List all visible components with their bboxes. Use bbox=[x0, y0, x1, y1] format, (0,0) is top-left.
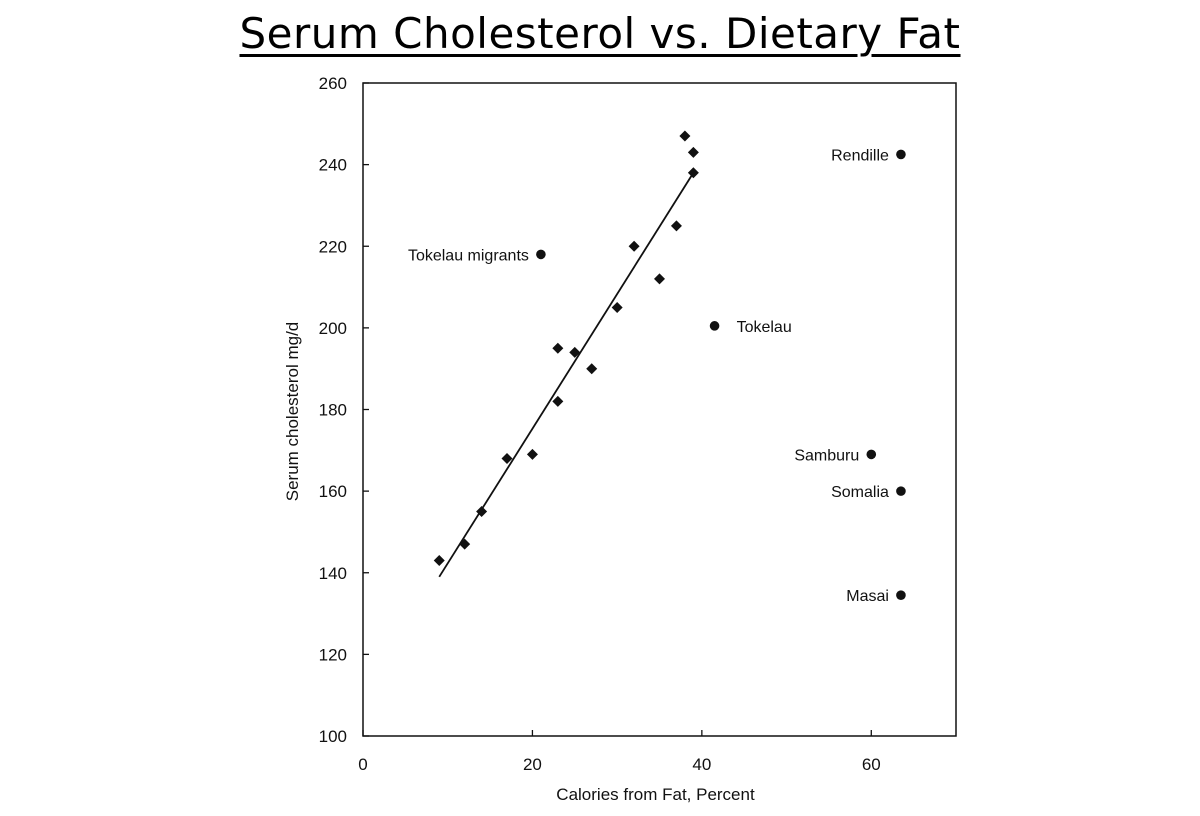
x-tick-label: 20 bbox=[523, 755, 542, 774]
point-label: Tokelau bbox=[737, 319, 792, 336]
point-label: Tokelau migrants bbox=[408, 247, 529, 264]
y-tick-label: 140 bbox=[319, 564, 347, 583]
data-point-diamond bbox=[670, 220, 682, 232]
data-point-diamond bbox=[586, 363, 598, 375]
data-point-diamond bbox=[552, 395, 564, 407]
point-label: Rendille bbox=[831, 147, 889, 164]
data-point-diamond bbox=[654, 273, 665, 285]
y-tick-label: 160 bbox=[319, 482, 347, 501]
data-point-circle bbox=[866, 449, 877, 460]
data-point-diamond bbox=[687, 146, 699, 158]
data-point-diamond bbox=[611, 301, 623, 313]
data-point-diamond bbox=[501, 452, 513, 464]
data-point-circle bbox=[709, 321, 720, 331]
data-point-circle bbox=[896, 590, 906, 600]
x-tick-label: 0 bbox=[358, 755, 367, 774]
y-tick-label: 260 bbox=[319, 74, 347, 93]
trend-line bbox=[438, 172, 695, 578]
data-point-diamond bbox=[552, 342, 564, 354]
page-title: Serum Cholesterol vs. Dietary Fat bbox=[239, 9, 961, 58]
point-label: Somalia bbox=[831, 484, 889, 501]
data-point-diamond bbox=[628, 240, 640, 252]
y-tick-label: 100 bbox=[319, 727, 347, 746]
data-point-diamond bbox=[687, 167, 699, 179]
data-point-circle bbox=[896, 149, 906, 160]
plot-frame bbox=[362, 82, 957, 737]
data-point-diamond bbox=[569, 346, 581, 358]
point-label: Samburu bbox=[794, 447, 859, 464]
data-point-diamond bbox=[526, 448, 538, 460]
data-point-circle bbox=[896, 486, 906, 496]
data-point-circle bbox=[536, 249, 546, 260]
x-axis-label: Calories from Fat, Percent bbox=[556, 785, 755, 804]
y-tick-label: 180 bbox=[319, 401, 347, 420]
data-point-diamond bbox=[433, 555, 445, 567]
y-tick-label: 220 bbox=[319, 237, 347, 256]
y-tick-label: 240 bbox=[319, 156, 347, 175]
x-tick-label: 60 bbox=[862, 755, 881, 774]
point-label: Masai bbox=[846, 588, 889, 605]
y-axis-label: Serum cholesterol mg/d bbox=[283, 322, 302, 502]
data-point-diamond bbox=[679, 130, 691, 142]
x-tick-label: 40 bbox=[692, 755, 711, 774]
data-point-diamond bbox=[459, 538, 471, 550]
y-tick-label: 120 bbox=[319, 645, 347, 664]
data-point-diamond bbox=[476, 506, 488, 518]
y-tick-label: 200 bbox=[319, 319, 347, 338]
